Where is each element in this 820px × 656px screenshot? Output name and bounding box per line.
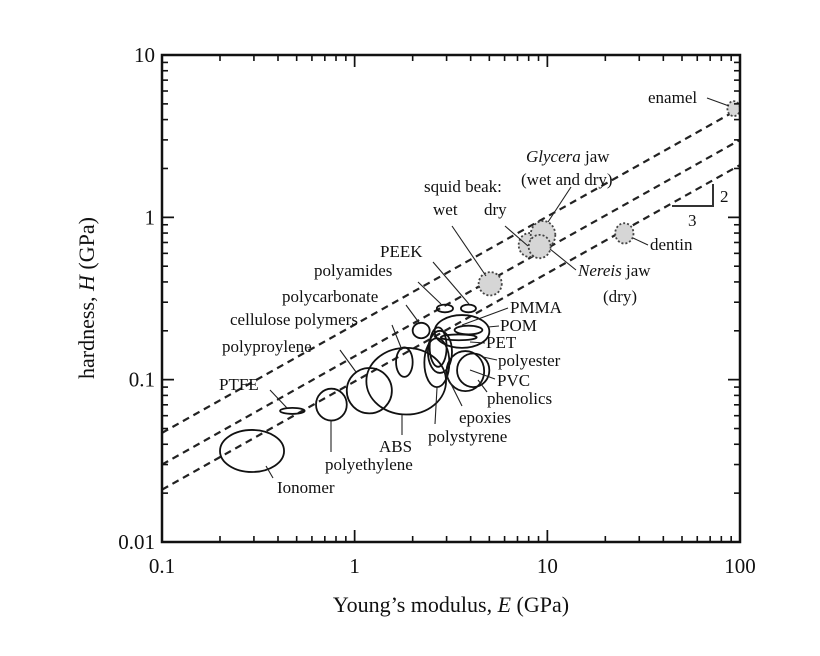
ellipse-abs [365, 346, 447, 416]
label-nereis-jaw: Nereis jaw [577, 261, 651, 280]
ellipse-pet [439, 333, 478, 342]
slope-run-label: 3 [688, 211, 697, 230]
reference-line-middle [161, 138, 741, 466]
label-polycarbonate: polycarbonate [282, 287, 378, 306]
x-tick-label: 1 [349, 554, 360, 578]
point-nereis-jaw [527, 233, 552, 260]
label-pmma: PMMA [510, 298, 563, 317]
label-polyamides: polyamides [314, 261, 392, 280]
ellipse-pvc [456, 352, 491, 388]
label-phenolics: phenolics [487, 389, 552, 408]
ellipse-pom [453, 324, 484, 336]
slope-rise-label: 2 [720, 187, 729, 206]
x-tick-label: 0.1 [149, 554, 175, 578]
label-enamel: enamel [648, 88, 697, 107]
ellipse-cellulose-polymers [395, 346, 414, 378]
label-polystyrene: polystyrene [428, 427, 507, 446]
point-squid-beak-wet [477, 271, 503, 297]
ellipse-phenolics [445, 350, 486, 393]
y-tick-label: 10 [134, 43, 155, 67]
reference-line-upper [161, 107, 741, 434]
ellipse-pmma [433, 314, 491, 349]
label-pvc: PVC [497, 371, 530, 390]
x-tick-label: 100 [724, 554, 756, 578]
ellipse-polyproylene [345, 367, 393, 415]
label-epoxies: epoxies [459, 408, 511, 427]
label-polyethylene: polyethylene [325, 455, 413, 474]
ellipse-peek [460, 303, 477, 314]
ellipse-polystyrene [423, 337, 451, 388]
label-cellulose-polymers: cellulose polymers [230, 310, 358, 329]
label-nereis-dry: (dry) [603, 287, 637, 306]
label-ionomer: Ionomer [277, 478, 335, 497]
label-glycera-jaw: Glycera jaw [526, 147, 610, 166]
y-tick-label: 1 [145, 205, 156, 229]
slope-triangle [672, 184, 714, 207]
label-squid-wet: wet [433, 200, 458, 219]
leader-lines [265, 97, 730, 479]
ellipse-polycarbonate [411, 321, 431, 340]
label-squid-beak: squid beak: [424, 177, 502, 196]
label-pet: PET [486, 333, 517, 352]
label-abs: ABS [379, 437, 412, 456]
ellipse-polyamides [435, 303, 454, 314]
x-tick-label: 10 [537, 554, 558, 578]
ellipse-polyester [427, 329, 453, 374]
label-glycera-wet-dry: (wet and dry) [521, 170, 613, 189]
point-dentin [614, 222, 635, 245]
y-tick-label: 0.01 [118, 530, 155, 554]
ellipse-epoxies [428, 326, 448, 368]
plot-frame [160, 53, 742, 544]
label-pom: POM [500, 316, 537, 335]
x-axis-title: Young’s modulus, E (GPa) [333, 592, 569, 617]
label-squid-dry: dry [484, 200, 507, 219]
label-dentin: dentin [650, 235, 693, 254]
label-polypropylene: polyproylene [222, 337, 312, 356]
ellipse-ionomer [219, 429, 285, 473]
y-axis-title: hardness, H (GPa) [74, 217, 99, 379]
y-tick-label: 0.1 [129, 368, 155, 392]
label-polyester: polyester [498, 351, 561, 370]
label-ptfe: PTFE [219, 375, 259, 394]
reference-line-lower [161, 164, 741, 491]
ellipse-ptfe [279, 407, 306, 415]
label-peek: PEEK [380, 242, 423, 261]
